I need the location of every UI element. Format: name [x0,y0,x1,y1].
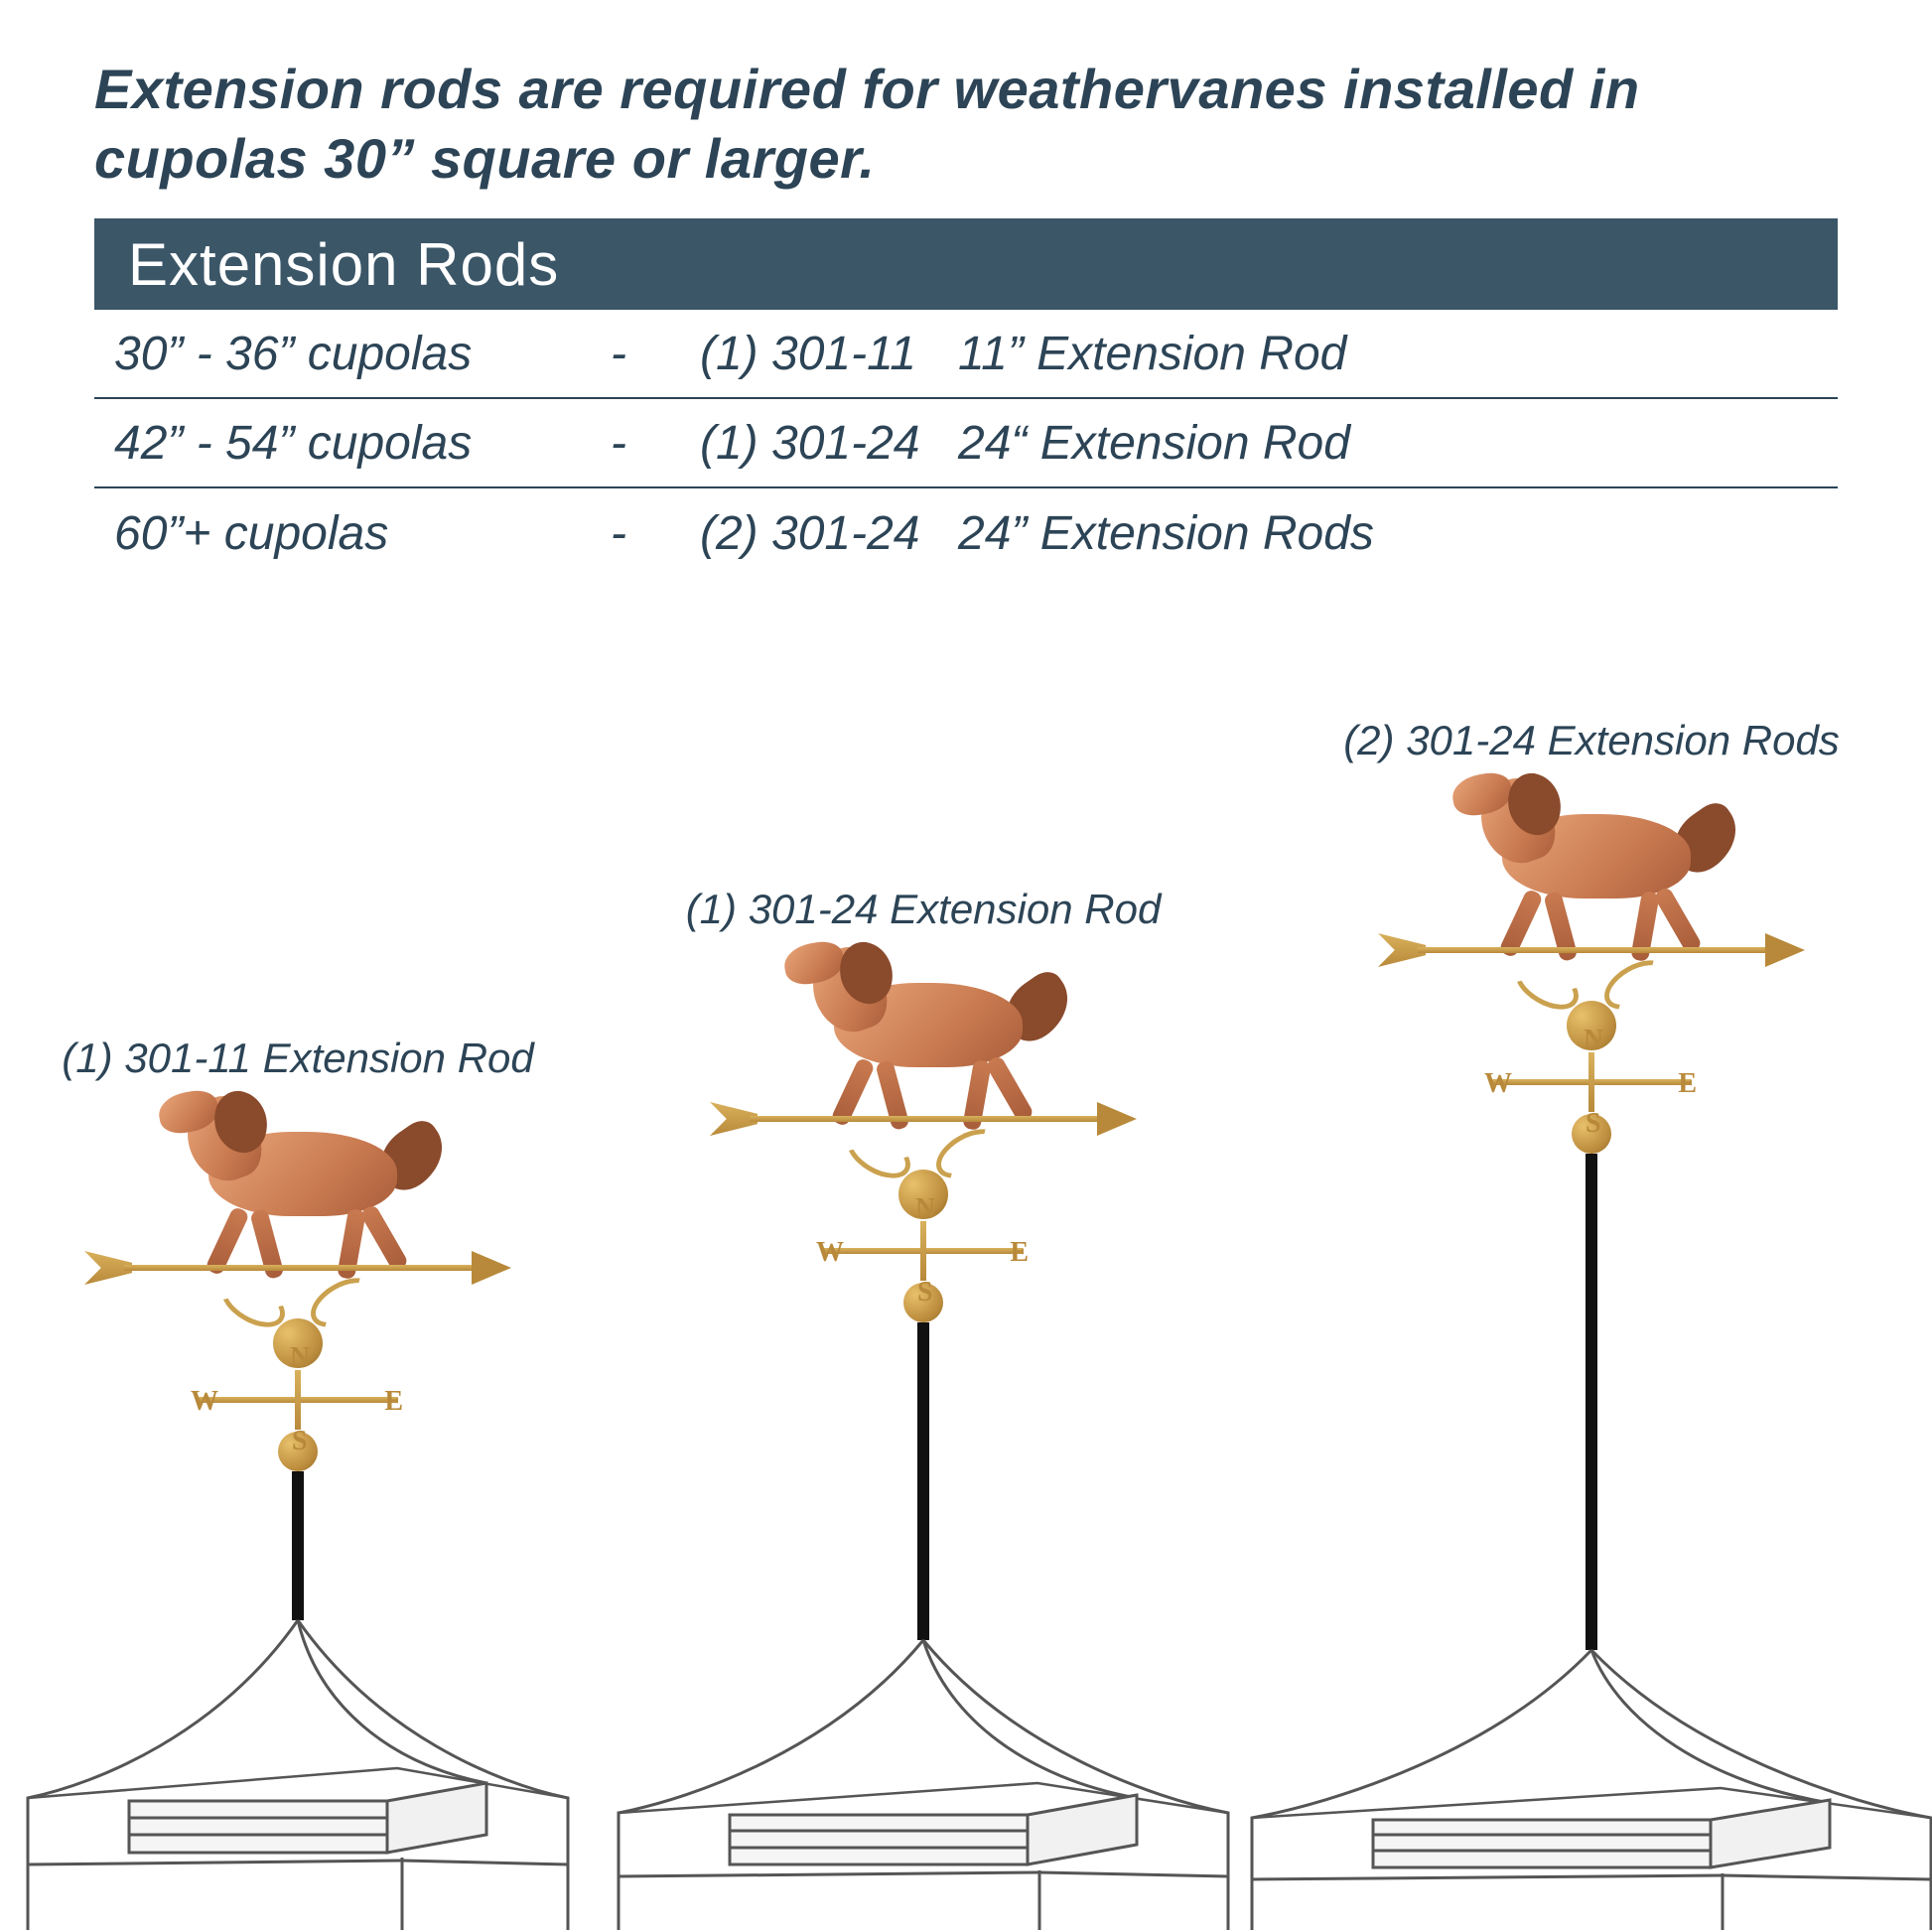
horse-figure-icon [745,943,1102,1112]
table-row: 30” - 36” cupolas - (1) 301-11 11” Exten… [94,310,1838,399]
cupola-roof-icon [1244,1644,1932,1932]
illustration-small: (1) 301-11 Extension Rod W E N S [0,667,596,1932]
horse-figure-icon [1413,774,1770,943]
weathervane: W E N S [0,1092,596,1932]
cupola-roof-icon [611,1634,1236,1932]
cell-dash: - [611,416,700,471]
section-banner-title: Extension Rods [128,230,559,299]
scroll-ornament-icon [218,1283,377,1316]
section-banner: Extension Rods [94,218,1838,310]
compass-w: W [1484,1068,1512,1100]
compass-w: W [816,1237,844,1269]
extension-rod-icon [1586,1154,1597,1650]
illustration-large: (2) 301-24 Extension Rods W E N S [1251,687,1932,1932]
compass-s: S [917,1277,933,1309]
illustration-medium: (1) 301-24 Extension Rod W E N S [596,657,1251,1932]
horse-figure-icon [119,1092,477,1261]
cell-desc: 11” Extension Rod [958,327,1838,381]
weathervane: W E N S [596,943,1251,1932]
cell-size: 60”+ cupolas [114,506,611,561]
cell-sku: (1) 301-11 [700,327,958,381]
arrow-icon [710,1108,1137,1130]
illustration-caption: (1) 301-11 Extension Rod [0,1035,596,1082]
cell-sku: (2) 301-24 [700,506,958,561]
extension-rod-table: 30” - 36” cupolas - (1) 301-11 11” Exten… [94,310,1838,578]
cell-desc: 24“ Extension Rod [958,416,1838,471]
weathervane: W E N S [1251,774,1932,1932]
cell-dash: - [611,506,700,561]
cell-size: 42” - 54” cupolas [114,416,611,471]
cell-sku: (1) 301-24 [700,416,958,471]
arrow-icon [1378,939,1805,961]
infographic-page: Extension rods are required for weatherv… [0,0,1932,1932]
cell-desc: 24” Extension Rods [958,506,1838,561]
compass-e: E [1010,1237,1029,1269]
compass-e: E [1678,1068,1697,1100]
cell-size: 30” - 36” cupolas [114,327,611,381]
compass-directional-icon: W E N S [199,1370,397,1430]
extension-rod-icon [292,1471,304,1620]
compass-s: S [1586,1108,1601,1140]
compass-directional-icon: W E N S [824,1221,1023,1281]
illustration-caption: (2) 301-24 Extension Rods [1251,717,1932,764]
extension-rod-icon [917,1322,929,1640]
illustration-caption: (1) 301-24 Extension Rod [596,886,1251,933]
scroll-ornament-icon [1512,965,1671,999]
compass-s: S [292,1426,308,1457]
cupola-roof-icon [20,1614,576,1932]
scroll-ornament-icon [844,1134,1003,1168]
page-heading: Extension rods are required for weatherv… [94,55,1838,194]
table-row: 42” - 54” cupolas - (1) 301-24 24“ Exten… [94,399,1838,488]
cell-dash: - [611,327,700,381]
compass-e: E [384,1386,403,1418]
compass-n: N [915,1193,935,1225]
compass-directional-icon: W E N S [1492,1052,1691,1112]
compass-n: N [1584,1025,1603,1056]
table-row: 60”+ cupolas - (2) 301-24 24” Extension … [94,488,1838,578]
arrow-icon [84,1257,511,1279]
compass-n: N [290,1342,310,1374]
compass-w: W [191,1386,218,1418]
